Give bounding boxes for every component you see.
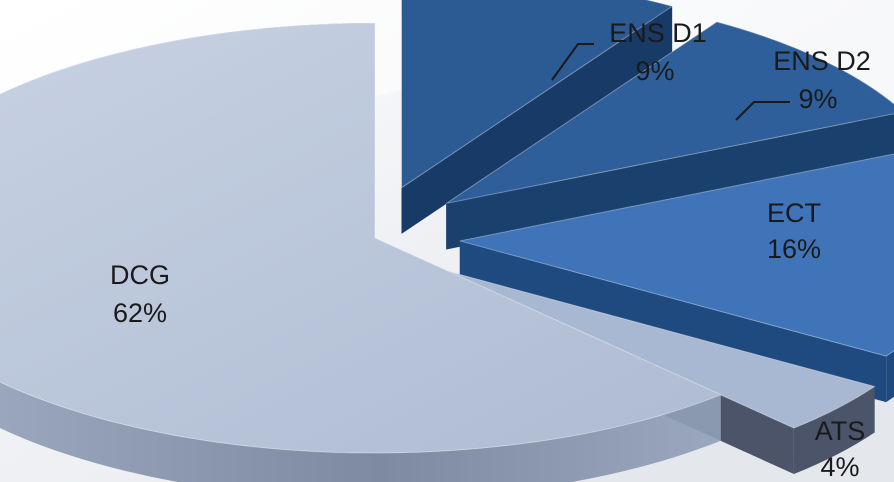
slice-value-ect: 16%	[767, 234, 821, 264]
leader-line-ens-d2	[735, 101, 790, 121]
slice-dcg	[0, 22, 722, 482]
slice-top-dcg	[0, 22, 722, 454]
slice-value-ens-d2: 9%	[798, 84, 837, 114]
slice-top-ats	[447, 270, 876, 429]
slice-value-dcg: 62%	[113, 298, 167, 328]
slice-ens-d2	[445, 21, 894, 250]
leader-line-ens-d1	[551, 43, 594, 81]
slice-label-ect: ECT	[767, 198, 821, 228]
slice-top-ens-d2	[445, 21, 894, 204]
slice-top-ens-d1	[401, 0, 674, 189]
slice-label-ens-d1: ENS D1	[609, 18, 707, 48]
slice-cut-ens-d1-1	[401, 6, 673, 234]
slice-side-ect	[886, 350, 894, 403]
slice-top-ect	[459, 153, 894, 357]
slice-label-dcg: DCG	[110, 260, 170, 290]
slice-cut-ens-d2-1	[446, 113, 894, 250]
slice-value-ens-d1: 9%	[635, 56, 674, 86]
slice-label-ens-d2: ENS D2	[773, 46, 871, 76]
slice-label-ats: ATS	[815, 416, 866, 446]
slice-ens-d1	[401, 0, 674, 234]
slice-value-ats: 4%	[820, 452, 859, 482]
